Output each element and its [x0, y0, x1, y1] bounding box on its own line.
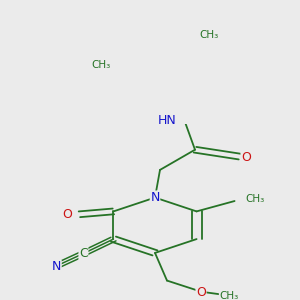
Text: CH₃: CH₃ — [245, 194, 264, 204]
Text: O: O — [62, 208, 72, 221]
Text: HN: HN — [158, 114, 176, 128]
Text: N: N — [150, 191, 160, 204]
Text: C: C — [79, 247, 88, 260]
Text: CH₃: CH₃ — [200, 30, 219, 40]
Text: O: O — [196, 286, 206, 298]
Text: O: O — [241, 151, 251, 164]
Text: CH₃: CH₃ — [219, 291, 238, 300]
Text: CH₃: CH₃ — [91, 60, 110, 70]
Text: N: N — [52, 260, 61, 273]
